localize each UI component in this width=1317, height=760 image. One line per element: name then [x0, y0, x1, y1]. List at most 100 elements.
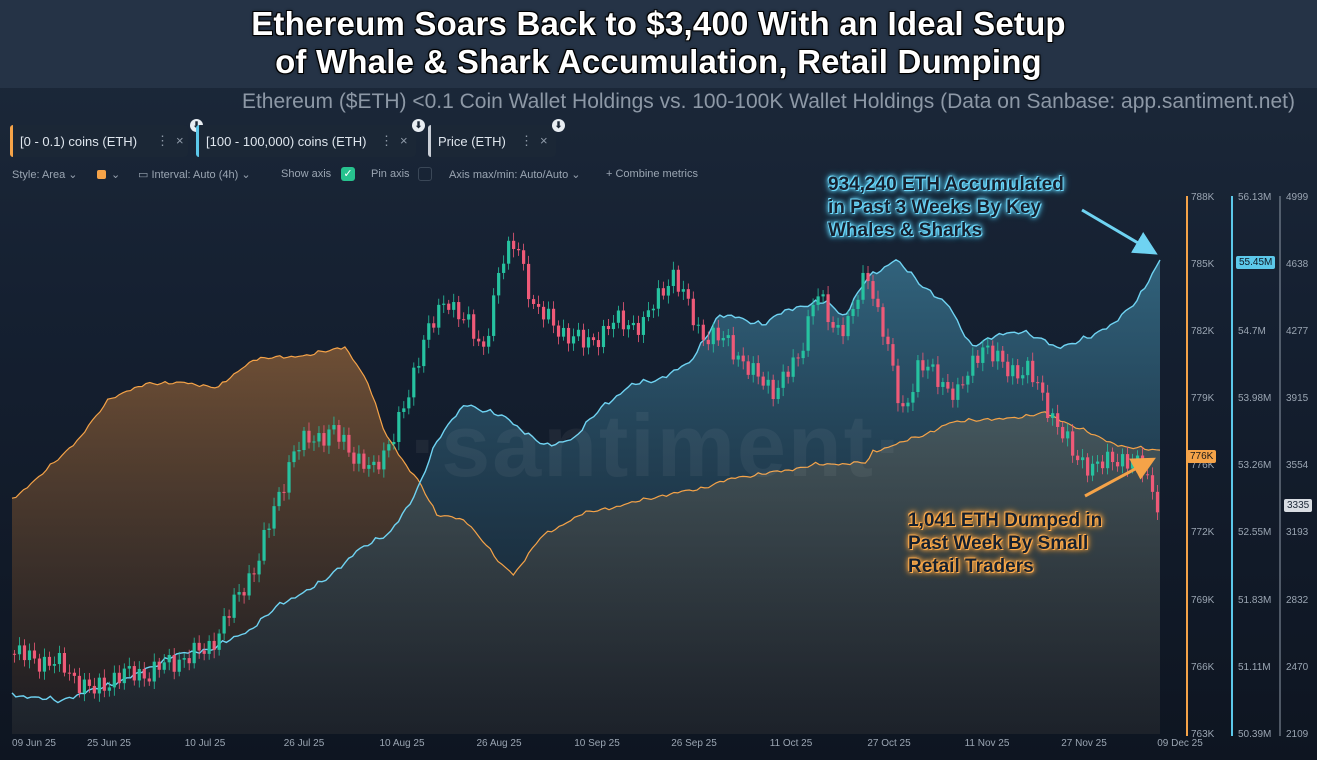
metric-chip-retail[interactable]: [0 - 0.1) coins (ETH) ⋮ × ⬇ [10, 119, 203, 157]
download-icon[interactable]: ⬇ [552, 119, 565, 132]
price-candle [926, 366, 930, 371]
price-candle [62, 652, 67, 673]
price-candle [851, 308, 855, 317]
more-options-icon[interactable]: ⋮ [156, 133, 169, 148]
close-icon[interactable]: × [540, 133, 548, 148]
price-candle [1021, 375, 1025, 379]
price-candle [1120, 454, 1125, 467]
price-candle [107, 687, 111, 691]
retail-tick: 772K [1191, 527, 1215, 538]
price-candle [1081, 457, 1085, 461]
x-tick: 10 Aug 25 [379, 738, 425, 749]
price-candle [172, 654, 176, 672]
price-candle [517, 248, 521, 251]
price-candle [666, 285, 670, 296]
price-candle [307, 430, 311, 443]
x-tick: 27 Oct 25 [867, 738, 911, 749]
price-candle [357, 453, 361, 464]
interval-dropdown[interactable]: ▭ Interval: Auto (4h) ⌄ [138, 169, 251, 181]
price-candle [522, 250, 526, 264]
price-candle [636, 322, 641, 335]
price-candle [477, 338, 481, 342]
metric-chip-whale[interactable]: [100 - 100,000) coins (ETH) ⋮ × ⬇ [196, 119, 425, 157]
price-current-badge: 3335 [1284, 499, 1313, 512]
retail-annotation-line: Retail Traders [908, 556, 1034, 577]
x-tick: 09 Dec 25 [1157, 738, 1203, 749]
chevron-down-icon[interactable]: ⌄ [111, 169, 121, 181]
price-candle [746, 361, 750, 375]
download-icon[interactable]: ⬇ [412, 119, 425, 132]
metric-label: Price (ETH) [438, 134, 506, 149]
price-candle [621, 310, 626, 330]
retail-line [11, 346, 1161, 576]
price-candle [497, 272, 501, 296]
whale-area [12, 259, 1160, 734]
price-candle [287, 462, 291, 493]
price-candle [67, 672, 71, 674]
close-icon[interactable]: × [176, 133, 184, 148]
more-options-icon[interactable]: ⋮ [520, 133, 533, 148]
price-candle [487, 335, 491, 347]
price-candle [606, 325, 611, 330]
combine-metrics-button[interactable]: + Combine metrics [606, 168, 699, 180]
metric-chip-price[interactable]: Price (ETH) ⋮ × ⬇ [428, 119, 565, 157]
price-candle [916, 360, 920, 393]
price-candle [57, 652, 62, 665]
chart-title-line-1: Ethereum Soars Back to $3,400 With an Id… [251, 5, 1066, 42]
price-candle [12, 653, 17, 655]
show-axis-checkbox[interactable]: ✓ [341, 167, 355, 181]
whale-tick: 54.7M [1238, 326, 1266, 337]
price-candle [1071, 431, 1075, 456]
price-candle [437, 304, 441, 328]
chart-title-line-2: of Whale & Shark Accumulation, Retail Du… [275, 43, 1042, 80]
price-candle [512, 240, 516, 249]
price-candle [262, 529, 266, 561]
color-swatch[interactable] [97, 170, 106, 179]
price-candle [806, 316, 810, 351]
price-candle [117, 672, 121, 684]
price-candle [811, 304, 815, 317]
retail-tick: 776K [1191, 460, 1215, 471]
price-candle [392, 441, 396, 445]
santiment-watermark: ·santiment· [410, 396, 907, 495]
price-candle [102, 677, 106, 691]
price-candle [1115, 462, 1120, 467]
x-tick: 10 Jul 25 [184, 738, 226, 749]
price-candle [247, 573, 251, 596]
more-options-icon[interactable]: ⋮ [380, 133, 393, 148]
price-candle [531, 299, 536, 305]
price-candle [821, 294, 825, 297]
axis-maxmin-dropdown[interactable]: Axis max/min: Auto/Auto ⌄ [449, 169, 581, 181]
pin-axis-checkbox[interactable] [418, 167, 432, 181]
price-candle [292, 451, 296, 463]
price-candle [941, 382, 945, 387]
price-candle [876, 298, 880, 308]
close-icon[interactable]: × [400, 133, 408, 148]
price-candle [981, 347, 985, 363]
price-candle [731, 335, 735, 360]
price-candle [946, 382, 950, 389]
price-candle [197, 642, 201, 651]
retail-tick: 785K [1191, 259, 1215, 270]
price-candle [27, 650, 32, 661]
combine-metrics-label: Combine metrics [615, 168, 699, 180]
price-candle [756, 363, 760, 377]
price-tick: 3193 [1286, 527, 1309, 538]
price-candle [1056, 413, 1060, 427]
x-tick: 27 Nov 25 [1061, 738, 1107, 749]
price-candle [312, 441, 316, 443]
retail-annotation-line: Past Week By Small [908, 533, 1089, 554]
price-candle [586, 337, 591, 348]
price-candle [252, 573, 256, 575]
price-candle [971, 355, 975, 376]
price-candle [596, 340, 601, 348]
price-tick: 4999 [1286, 192, 1309, 203]
price-candle [681, 289, 685, 292]
price-candle [611, 322, 616, 330]
whale-tick: 50.39M [1238, 729, 1272, 740]
price-candle [1145, 474, 1150, 476]
metric-label: [0 - 0.1) coins (ETH) [20, 134, 138, 149]
price-candle [457, 302, 461, 320]
price-candle [367, 465, 371, 469]
style-dropdown[interactable]: Style: Area ⌄ [12, 169, 78, 181]
